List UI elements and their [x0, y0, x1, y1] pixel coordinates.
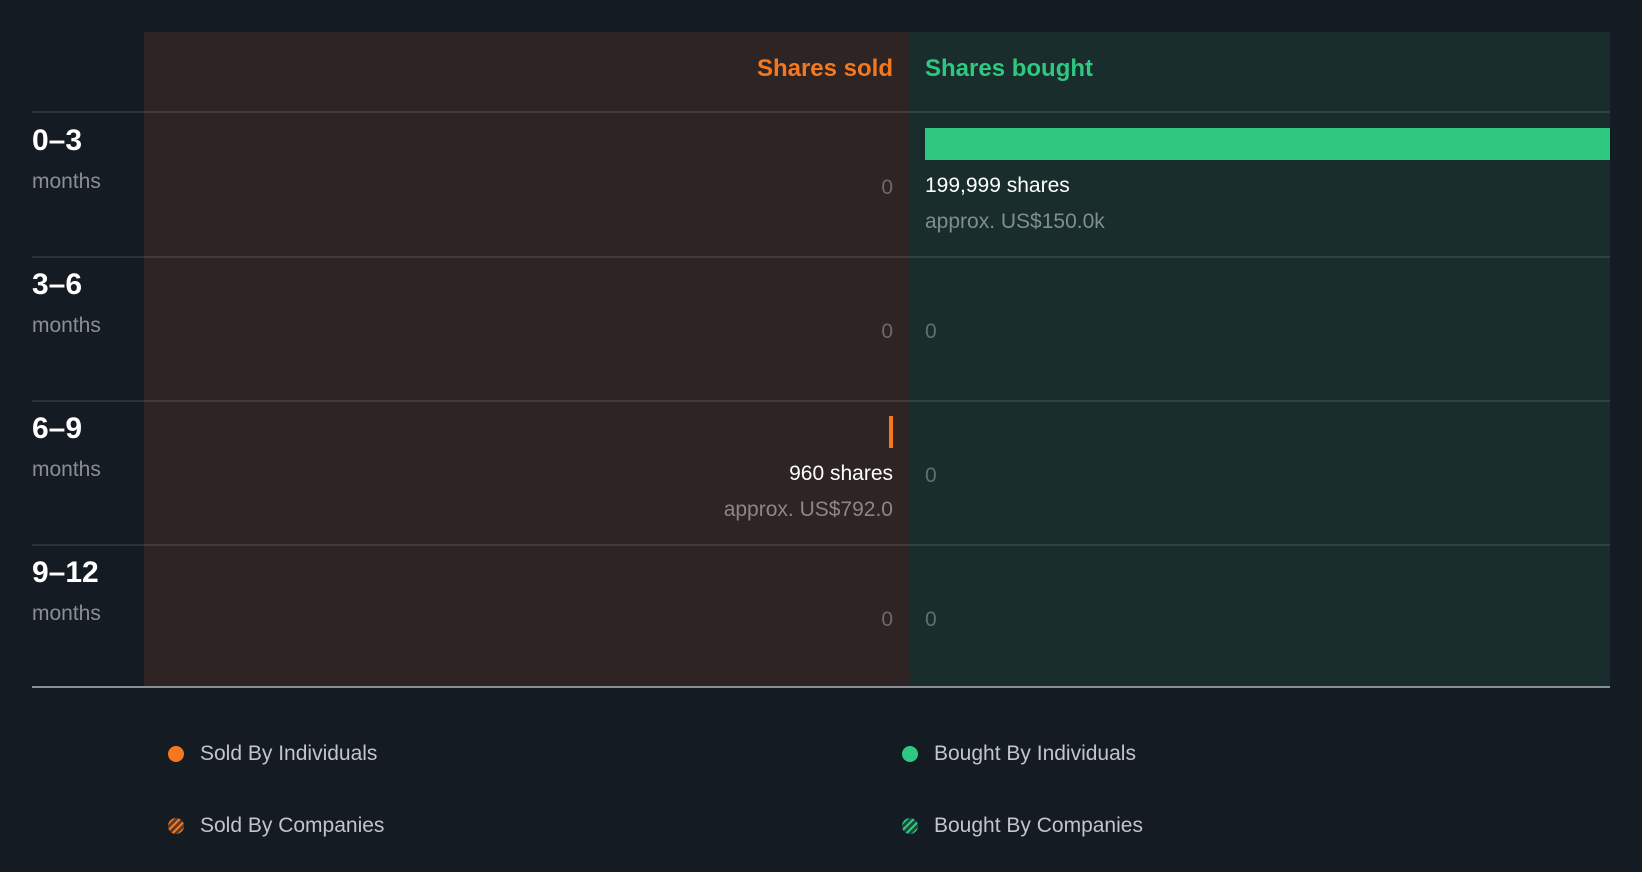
legend-label: Bought By Individuals [934, 742, 1136, 765]
sold-bar[interactable] [889, 416, 893, 448]
orange-striped-dot-icon [168, 818, 184, 834]
orange-dot-icon [168, 746, 184, 762]
legend-sold-companies[interactable]: Sold By Companies [168, 814, 384, 838]
legend-label: Sold By Companies [200, 814, 385, 837]
sold-value: 0 [881, 608, 893, 631]
bought-value: 0 [925, 464, 937, 487]
range-label: 9–12 [32, 556, 99, 589]
green-striped-dot-icon [902, 818, 918, 834]
legend-bought-individuals[interactable]: Bought By Individuals [902, 742, 1136, 766]
range-label: 0–3 [32, 124, 83, 157]
legend-sold-individuals[interactable]: Sold By Individuals [168, 742, 377, 766]
row-divider [32, 544, 1610, 546]
legend-label: Bought By Companies [934, 814, 1143, 837]
row-divider [32, 256, 1610, 258]
range-label: 3–6 [32, 268, 83, 301]
unit-label: months [32, 314, 101, 337]
bought-value: 0 [925, 320, 937, 343]
unit-label: months [32, 170, 101, 193]
unit-label: months [32, 602, 101, 625]
range-label: 6–9 [32, 412, 83, 445]
shares-sold-panel [144, 32, 909, 687]
sold-shares: 960 shares [789, 462, 893, 485]
bought-value: 0 [925, 608, 937, 631]
row-9-12-months: 9–12 months 0 0 [0, 544, 1642, 688]
row-divider [32, 111, 1610, 113]
shares-sold-header: Shares sold [756, 55, 893, 82]
green-dot-icon [902, 746, 918, 762]
sold-approx-value: approx. US$792.0 [723, 498, 893, 521]
row-divider [32, 400, 1610, 402]
legend-label: Sold By Individuals [200, 742, 378, 765]
chart-axis [32, 686, 1610, 688]
unit-label: months [32, 458, 101, 481]
bought-approx-value: approx. US$150.0k [925, 210, 1105, 233]
row-6-9-months: 6–9 months 960 shares approx. US$792.0 0 [0, 400, 1642, 544]
legend-bought-companies[interactable]: Bought By Companies [902, 814, 1143, 838]
sold-value: 0 [881, 320, 893, 343]
bought-bar[interactable] [925, 128, 1610, 160]
row-3-6-months: 3–6 months 0 0 [0, 256, 1642, 400]
shares-bought-header: Shares bought [925, 55, 1094, 82]
sold-value: 0 [881, 176, 893, 199]
bought-shares: 199,999 shares [925, 174, 1070, 197]
row-0-3-months: 0–3 months 0 199,999 shares approx. US$1… [0, 112, 1642, 256]
